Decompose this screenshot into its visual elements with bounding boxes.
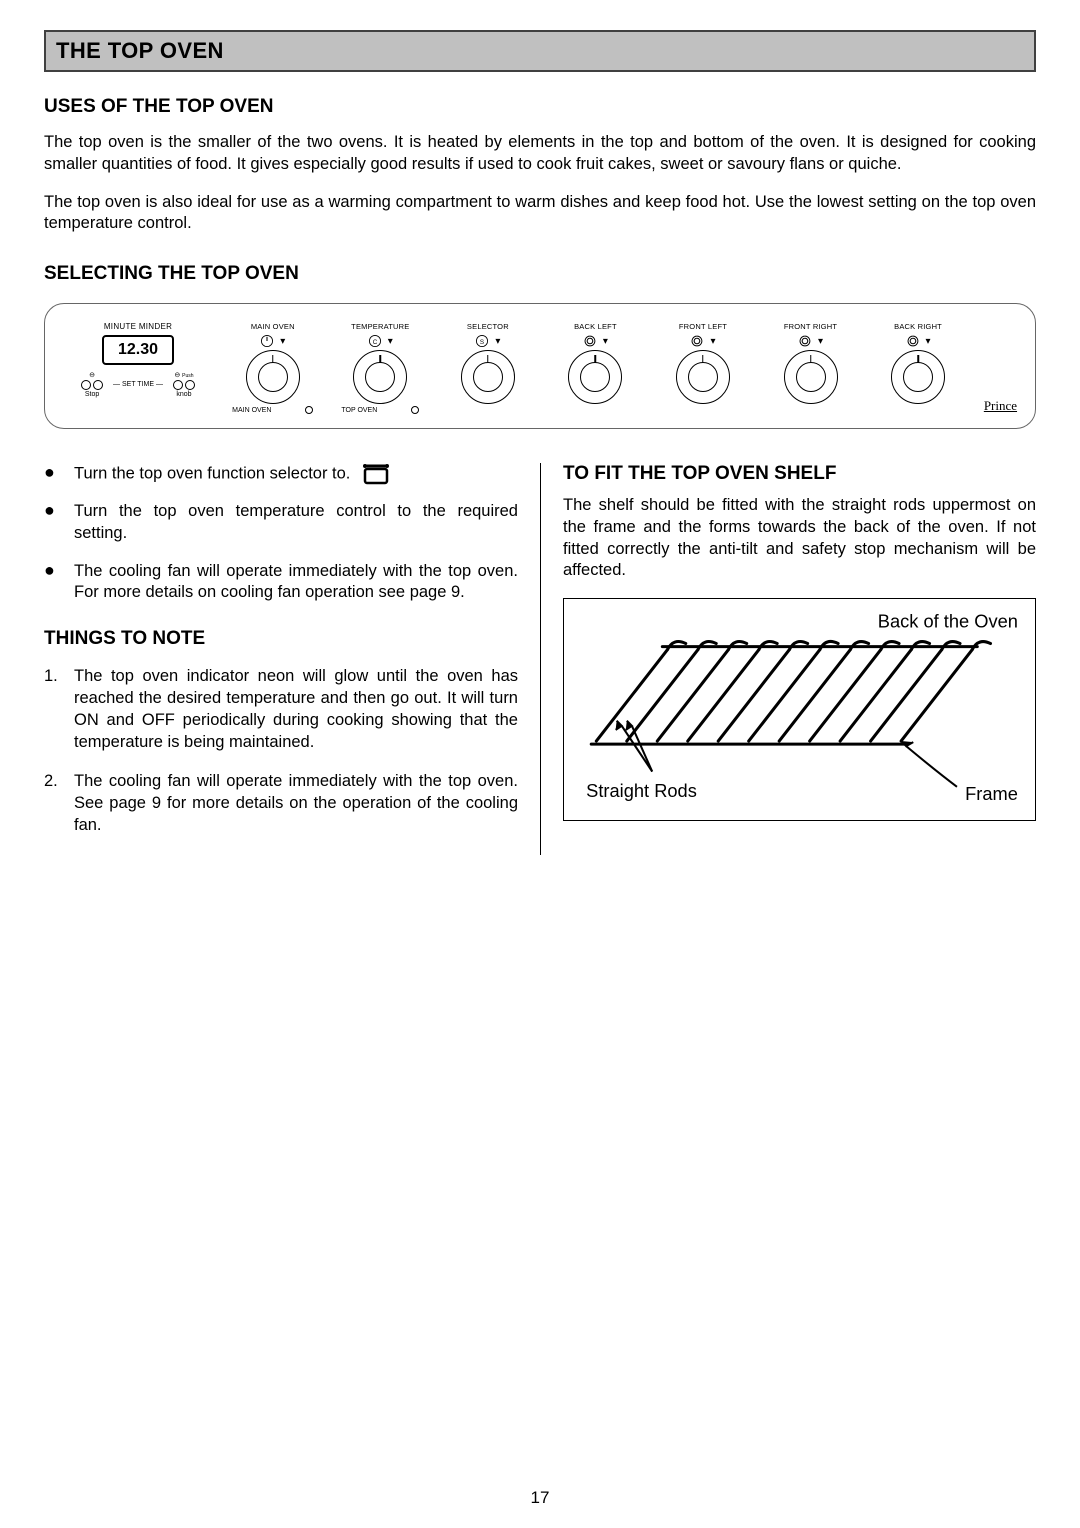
- knob-main-oven: MAIN OVEN ▾ MAIN OVEN: [225, 322, 321, 414]
- heading-uses: USES OF THE TOP OVEN: [44, 96, 1036, 118]
- diagram-back-label: Back of the Oven: [878, 610, 1018, 631]
- right-column: TO FIT THE TOP OVEN SHELF The shelf shou…: [540, 463, 1036, 855]
- dial-icon: [260, 334, 274, 348]
- knob-selector: SELECTOR S▾: [440, 322, 536, 404]
- numbered-item-1: 1. The top oven indicator neon will glow…: [44, 666, 518, 753]
- heading-fit-shelf: TO FIT THE TOP OVEN SHELF: [563, 463, 1036, 485]
- svg-text:C: C: [373, 339, 378, 346]
- knob-front-left: FRONT LEFT ▾: [655, 322, 751, 404]
- brand-text: Prince: [984, 398, 1017, 414]
- shelf-svg: Back of the Oven: [576, 609, 1023, 812]
- title-bar: THE TOP OVEN: [44, 30, 1036, 72]
- left-column: ● Turn the top oven function selector to…: [44, 463, 540, 855]
- shelf-diagram: Back of the Oven: [563, 598, 1036, 821]
- celsius-icon: C: [368, 334, 382, 348]
- diagram-rods-label: Straight Rods: [586, 780, 697, 801]
- bullet-item-3: ● The cooling fan will operate immediate…: [44, 561, 518, 605]
- minute-minder-time: 12.30: [102, 335, 174, 365]
- uses-para-1: The top oven is the smaller of the two o…: [44, 132, 1036, 176]
- spiral-icon: [690, 334, 704, 348]
- knob-front-right: FRONT RIGHT ▾: [763, 322, 859, 404]
- diagram-frame-label: Frame: [965, 783, 1018, 804]
- control-panel-diagram: MINUTE MINDER 12.30 ⊖ Stop — SET TIME — …: [44, 303, 1036, 429]
- bullet-item-2: ● Turn the top oven temperature control …: [44, 501, 518, 545]
- minute-minder-label: MINUTE MINDER: [104, 322, 172, 331]
- fit-shelf-para: The shelf should be fitted with the stra…: [563, 495, 1036, 582]
- spiral-icon: [798, 334, 812, 348]
- knob-back-left: BACK LEFT ▾: [548, 322, 644, 404]
- bullet-list: ● Turn the top oven function selector to…: [44, 463, 518, 604]
- svg-text:S: S: [480, 339, 484, 346]
- bullet-item-1: ● Turn the top oven function selector to…: [44, 463, 518, 485]
- page-title: THE TOP OVEN: [56, 38, 1024, 64]
- minute-minder-block: MINUTE MINDER 12.30 ⊖ Stop — SET TIME — …: [63, 322, 213, 398]
- selector-icon: S: [475, 334, 489, 348]
- heading-things-to-note: THINGS TO NOTE: [44, 628, 518, 650]
- spiral-icon: [906, 334, 920, 348]
- numbered-list: 1. The top oven indicator neon will glow…: [44, 666, 518, 836]
- heading-select: SELECTING THE TOP OVEN: [44, 263, 1036, 285]
- knob-temperature: TEMPERATURE C▾ TOP OVEN: [333, 322, 429, 414]
- minute-minder-icons: ⊖ Stop — SET TIME — ⊖ Push knob: [81, 371, 195, 398]
- knob-back-right: BACK RIGHT ▾: [870, 322, 966, 404]
- uses-para-2: The top oven is also ideal for use as a …: [44, 192, 1036, 236]
- numbered-item-2: 2. The cooling fan will operate immediat…: [44, 771, 518, 836]
- page-number: 17: [0, 1488, 1080, 1508]
- spiral-icon: [583, 334, 597, 348]
- two-column-layout: ● Turn the top oven function selector to…: [44, 463, 1036, 855]
- top-oven-icon: [361, 463, 391, 485]
